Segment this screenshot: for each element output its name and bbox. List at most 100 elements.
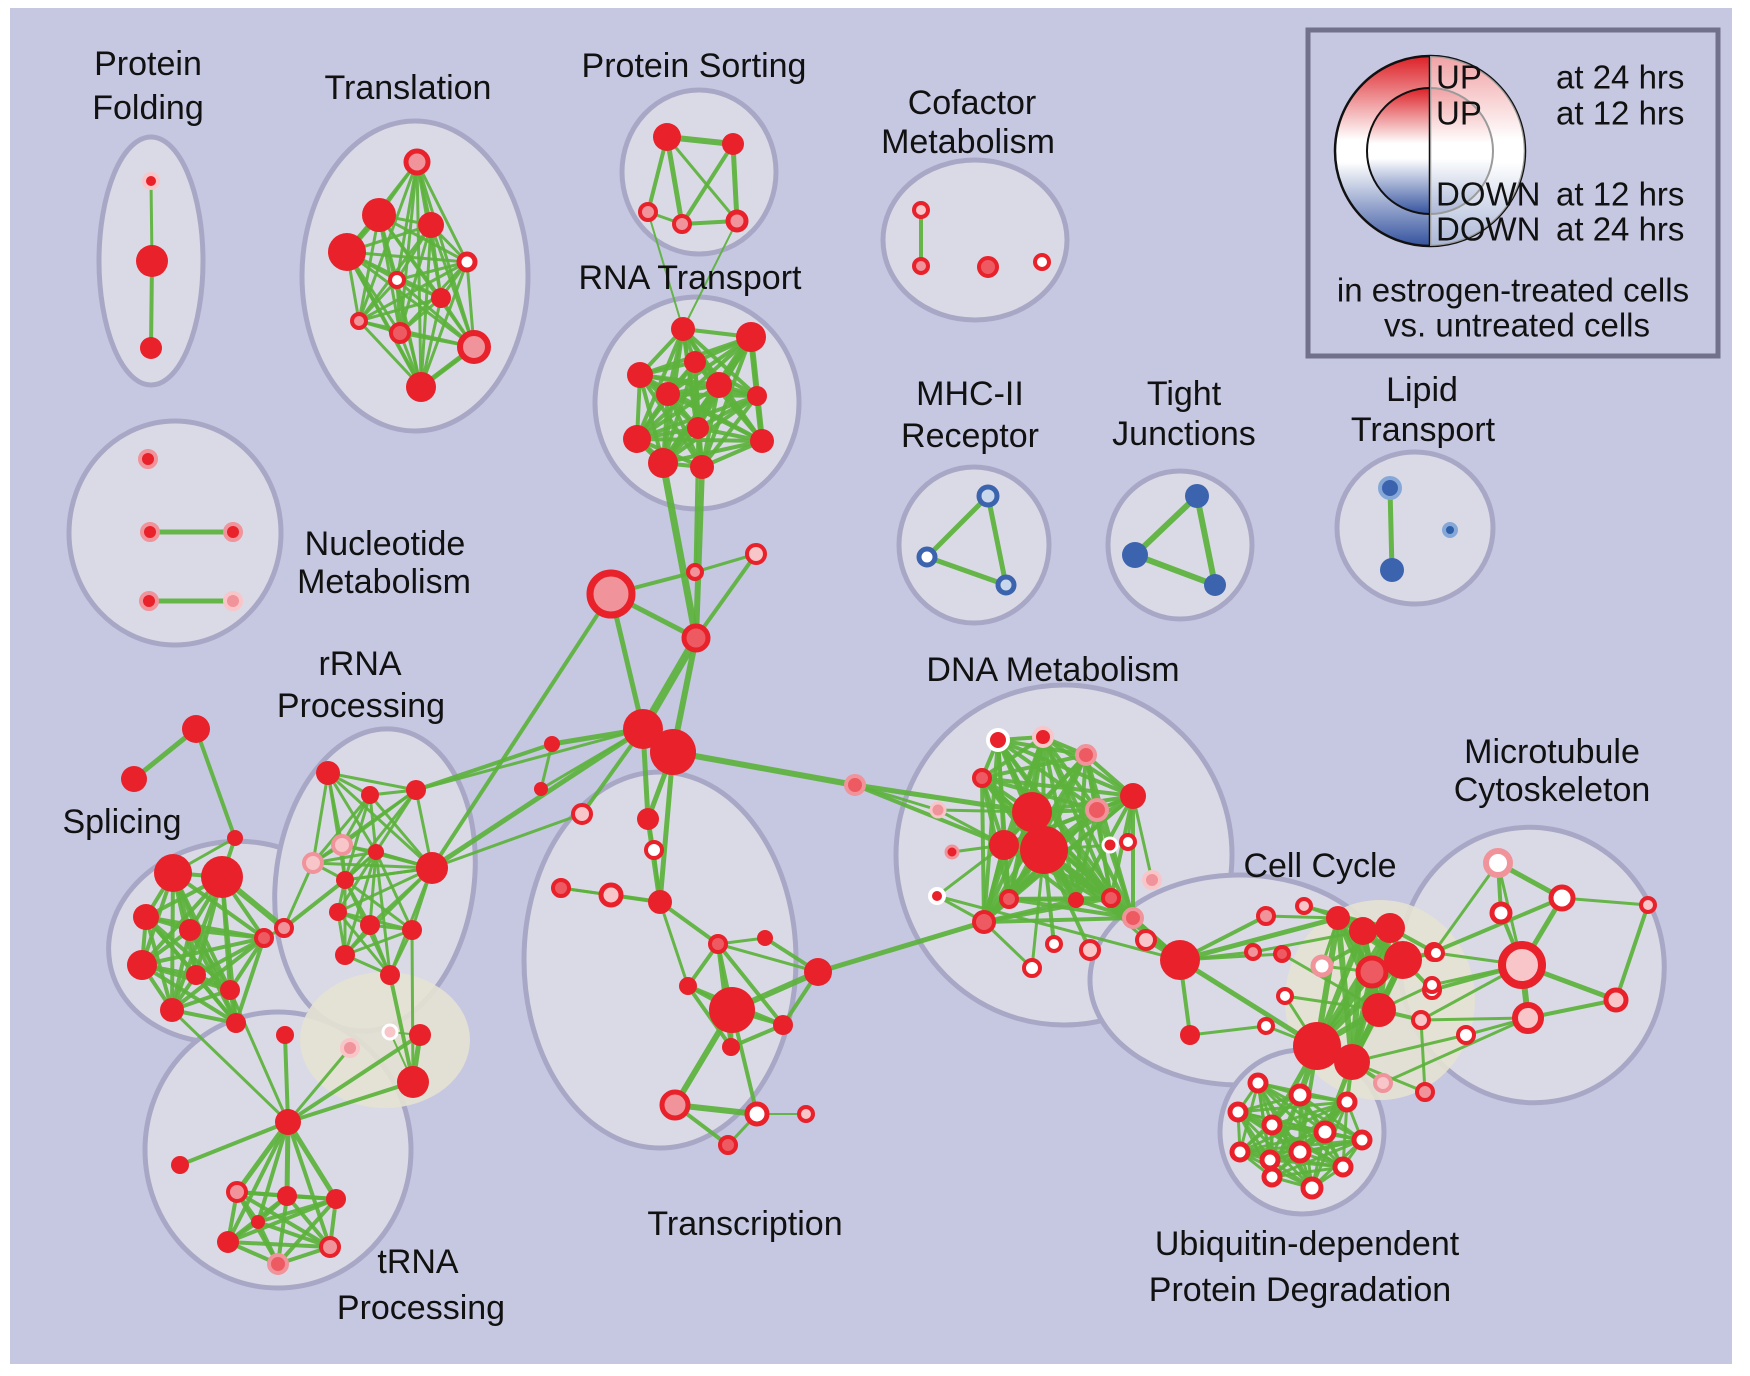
legend: UP at 24 hrs UP at 12 hrs DOWN at 12 hrs DOWN a… [1305,27,1721,359]
edge [1188,1024,1268,1037]
cluster-label-lipid-transport-2: Transport [1351,411,1496,449]
gene-set-node-184 [1442,522,1458,538]
gene-set-node-128 [1122,907,1144,929]
gene-set-node-130 [1119,833,1137,851]
cluster-label-microtubule-2: Cytoskeleton [1454,771,1651,809]
cluster-label-translation: Translation [325,69,492,107]
legend-value-0: at 24 hrs [1556,59,1684,96]
gene-set-node-103 [722,1038,740,1056]
edge [343,928,414,957]
gene-set-node-29 [736,322,766,352]
gene-set-node-54 [999,889,1019,909]
gene-set-node-61 [133,904,159,930]
gene-set-node-45 [650,729,696,775]
gene-set-node-6 [328,233,366,271]
gene-set-node-127 [1142,870,1162,890]
legend-key-3: DOWN [1436,211,1540,248]
gene-set-node-112 [972,768,992,788]
gene-set-node-132 [1180,1025,1200,1045]
gene-set-node-133 [1256,906,1276,926]
gene-set-node-71 [361,786,379,804]
edge [935,894,1182,962]
gene-set-node-152 [1415,1082,1435,1102]
edge [256,1197,338,1224]
edge [326,771,418,792]
edge [980,776,1135,798]
edge [924,493,991,560]
legend-footer-0: in estrogen-treated cells [1337,272,1689,309]
gene-set-node-26 [977,256,999,278]
legend-key-0: UP [1436,59,1482,96]
gene-set-node-66 [220,980,240,1000]
gene-set-node-35 [687,417,709,439]
edge [694,552,758,640]
edge [188,928,266,940]
gene-set-node-68 [226,1013,246,1033]
edge [430,592,613,870]
edge [357,319,423,389]
gene-set-node-157 [1261,1114,1283,1136]
cluster-label-splicing: Splicing [62,803,181,841]
gene-set-node-104 [659,1089,691,1121]
edge [647,211,684,330]
gene-set-node-67 [160,998,184,1022]
cluster-label-trna-processing-1: tRNA [377,1243,459,1281]
edge [985,493,1009,588]
edge [1264,914,1340,920]
edge [395,260,469,282]
edge [1194,493,1218,588]
gene-set-node-14 [138,449,158,469]
gene-set-node-18 [223,591,243,611]
gene-set-node-79 [360,915,380,935]
edge [170,1008,290,1124]
gene-set-node-169 [1427,944,1445,962]
edge [980,776,986,924]
nodes [121,123,1657,1275]
gene-set-node-88 [275,1109,301,1135]
gene-set-node-162 [1288,1140,1312,1164]
gene-set-node-108 [844,774,866,796]
gene-set-node-40 [686,563,704,581]
edge [415,160,469,264]
gene-set-node-59 [154,854,192,892]
edge [1350,1033,1468,1064]
gene-set-node-135 [1244,943,1262,961]
edge [1131,794,1154,882]
gene-set-node-131 [1160,940,1200,980]
gene-set-node-65 [186,965,206,985]
gene-set-node-141 [1349,917,1377,945]
cluster-label-ubiquitin-2: Protein Degradation [1149,1271,1451,1309]
edge [1270,1165,1345,1179]
gene-set-node-177 [916,546,938,568]
gene-set-node-3 [403,148,431,176]
gene-set-node-73 [331,834,353,856]
edge [144,915,174,1012]
cluster-labels: Protein Folding Translation Protein Sorting… [62,45,1650,1327]
gene-set-node-24 [912,201,930,219]
gene-set-node-10 [350,312,368,330]
edge [388,973,415,1084]
gene-set-node-174 [1456,1025,1476,1045]
gene-set-node-77 [416,852,448,884]
gene-set-node-95 [319,1236,341,1258]
cluster-label-cell-cycle: Cell Cycle [1243,847,1396,885]
edge [286,1046,352,1124]
gene-set-node-121 [928,887,946,905]
gene-set-node-164 [1261,1166,1283,1188]
gene-set-node-144 [1355,955,1389,989]
edge [345,250,469,264]
edge [285,1194,332,1249]
gene-set-node-87 [397,1066,429,1098]
edge [194,936,266,977]
gene-set-node-50 [637,808,659,830]
edge [1280,952,1381,1012]
gene-set-node-56 [182,715,210,743]
gene-set-node-111 [1075,744,1097,766]
edge [429,726,646,871]
edge [1432,861,1500,954]
gene-set-node-11 [389,322,411,344]
gene-set-node-27 [1033,253,1051,271]
cluster-label-protein-folding-2: Folding [92,89,204,127]
legend-key-2: DOWN [1436,176,1540,213]
gene-set-node-167 [1548,884,1576,912]
